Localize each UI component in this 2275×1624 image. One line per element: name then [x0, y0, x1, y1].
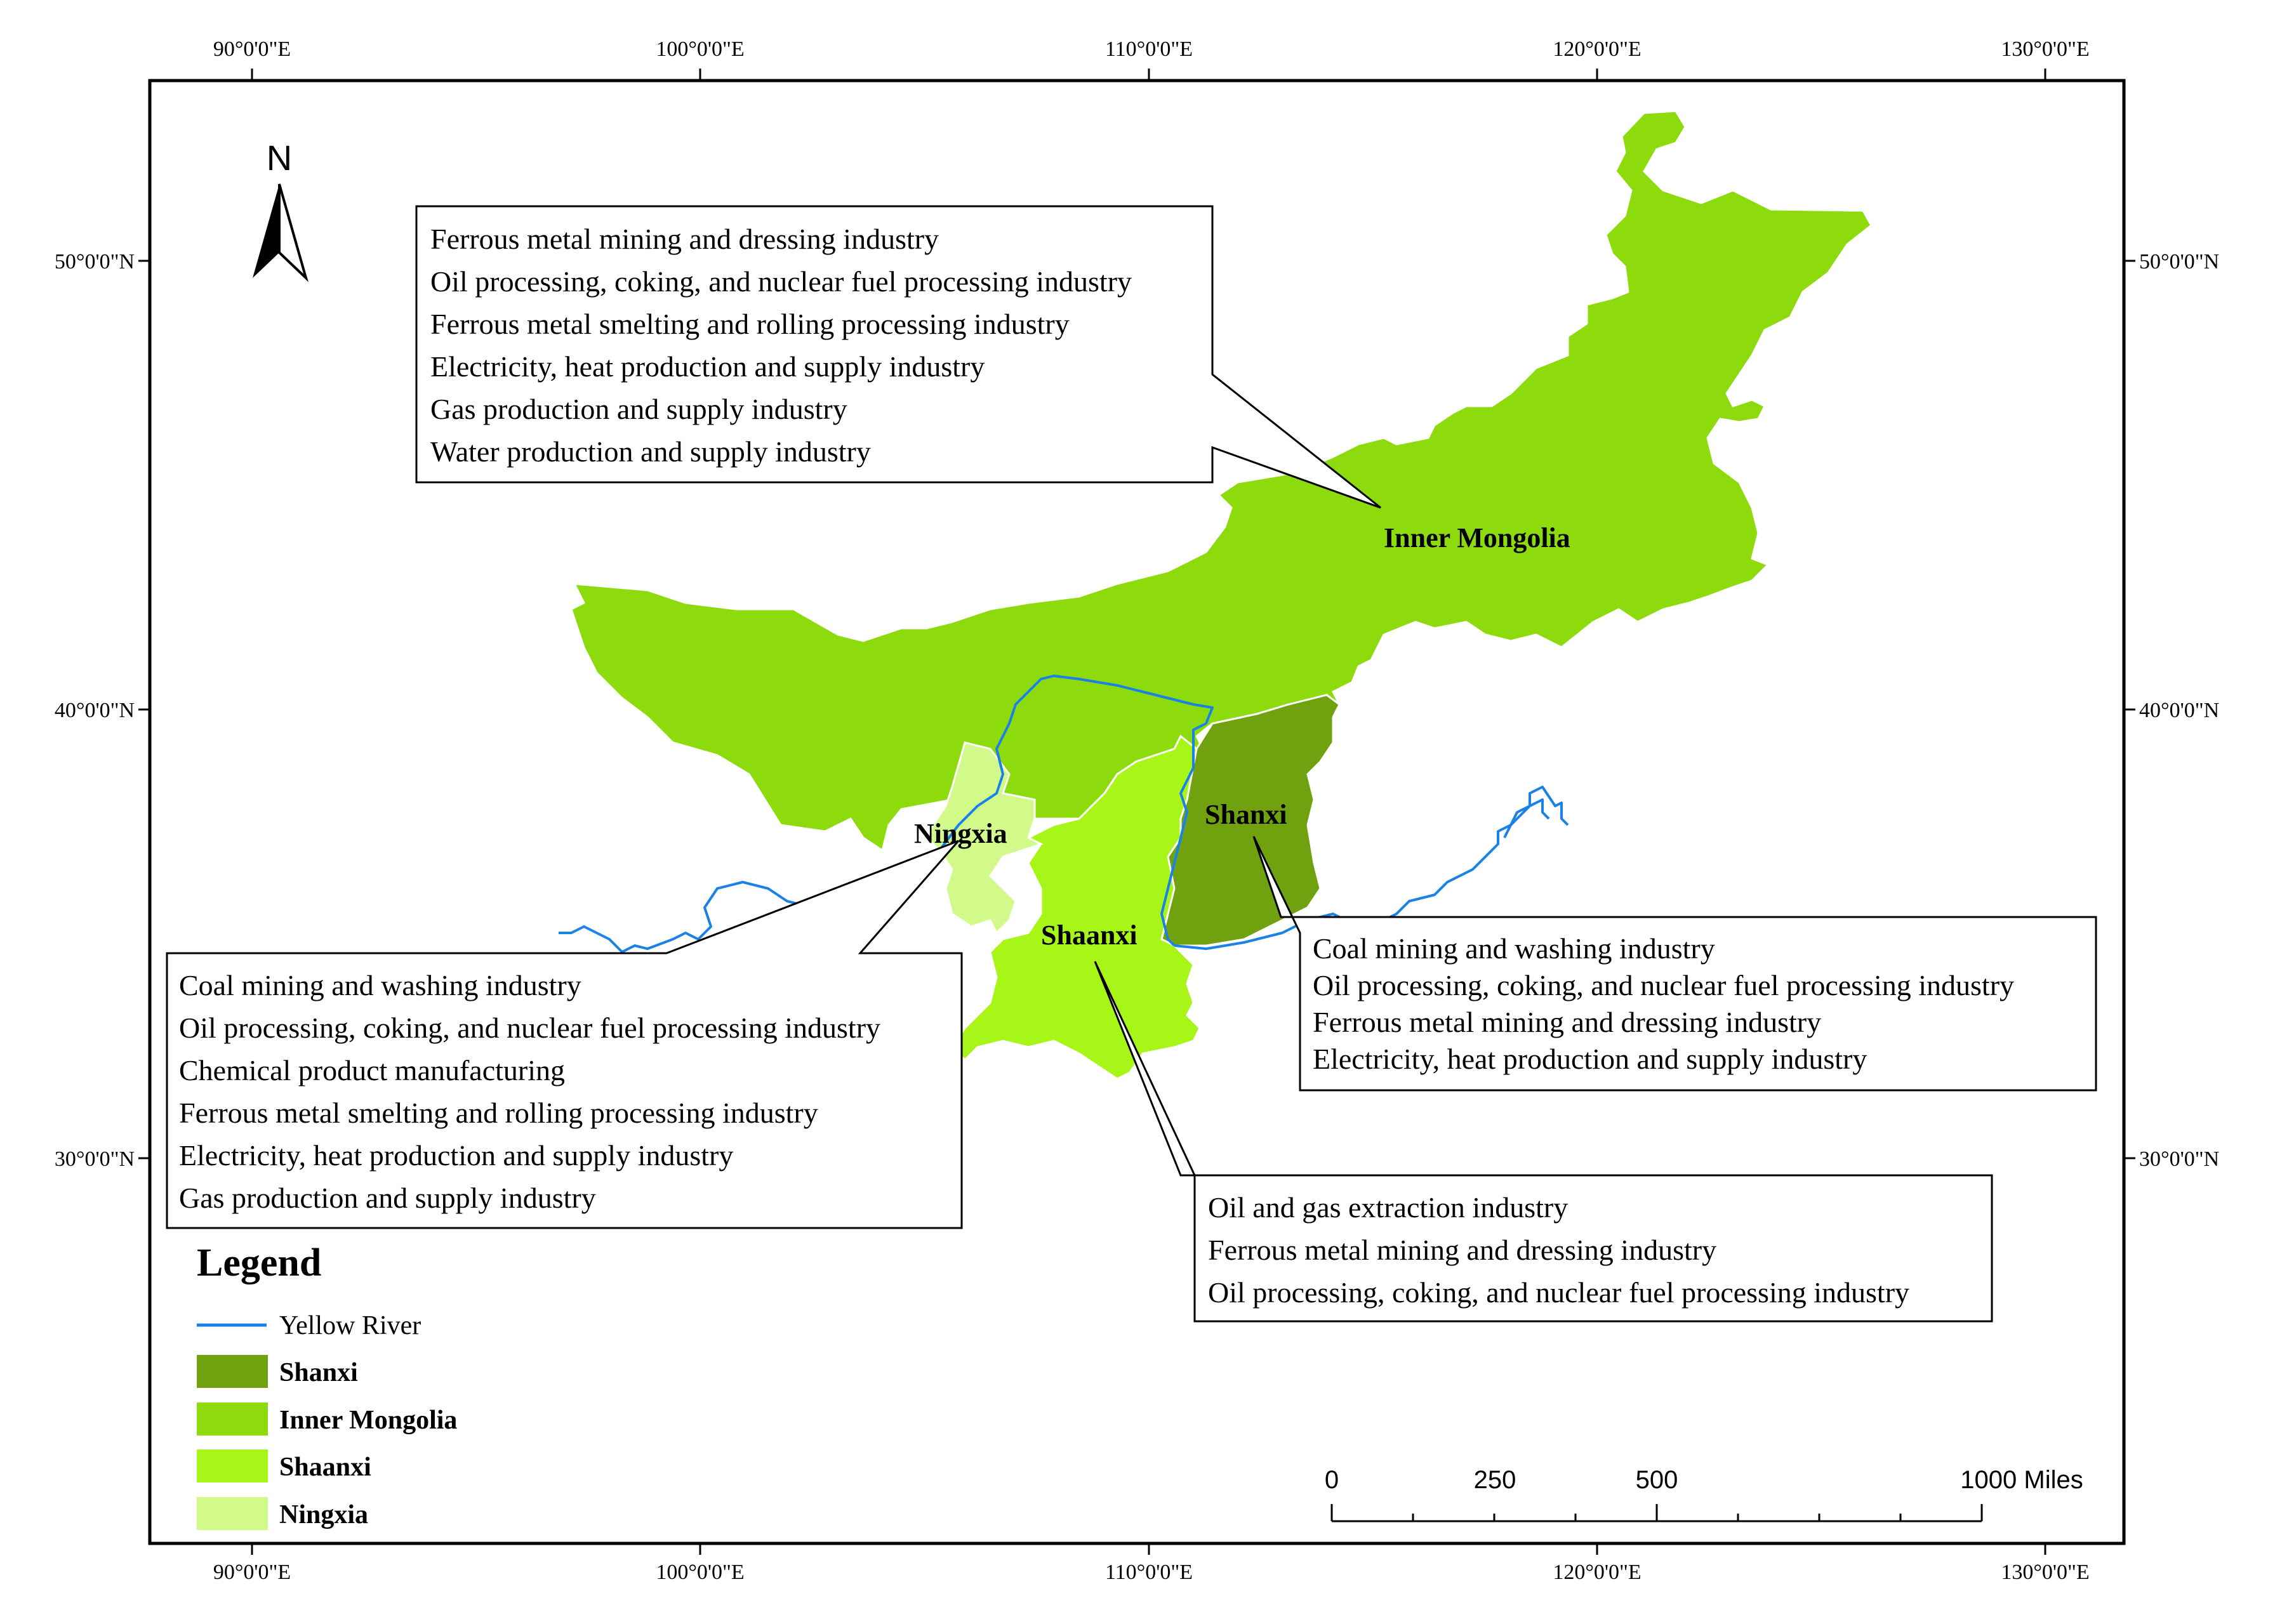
regions: [570, 110, 1873, 1080]
scale-label-250: 250: [1474, 1466, 1516, 1494]
legend: Legend Yellow River Shanxi Inner Mongoli…: [197, 1241, 457, 1530]
lat-label-right-30: 30°0'0"N: [2139, 1147, 2219, 1171]
lon-label-bottom-90: 90°0'0"E: [213, 1561, 291, 1584]
lon-label-top-110: 110°0'0"E: [1105, 37, 1193, 61]
callout-line: Water production and supply industry: [430, 435, 871, 468]
scale-label-1000: 1000 Miles: [1960, 1466, 2083, 1494]
scale-bar: 0 250 500 1000 Miles: [1325, 1466, 2083, 1522]
callout-line: Ferrous metal mining and dressing indust…: [430, 223, 939, 255]
legend-swatch-ningxia: [197, 1497, 268, 1530]
legend-swatch-shaanxi: [197, 1449, 268, 1482]
north-arrow-icon: N: [253, 138, 308, 282]
region-label-ningxia: Ningxia: [914, 818, 1007, 849]
callout-line: Ferrous metal smelting and rolling proce…: [179, 1097, 818, 1129]
callout-line: Ferrous metal mining and dressing indust…: [1313, 1006, 1821, 1038]
callout-line: Oil processing, coking, and nuclear fuel…: [1313, 969, 2014, 1001]
lon-label-bottom-130: 130°0'0"E: [2001, 1561, 2089, 1584]
region-label-shaanxi: Shaanxi: [1041, 920, 1138, 951]
lat-label-left-40: 40°0'0"N: [55, 699, 135, 722]
callout-line: Ferrous metal mining and dressing indust…: [1208, 1234, 1716, 1266]
callout-line: Ferrous metal smelting and rolling proce…: [430, 308, 1070, 340]
lon-label-bottom-110: 110°0'0"E: [1105, 1561, 1193, 1584]
region-label-shanxi: Shanxi: [1205, 799, 1287, 830]
callout-line: Gas production and supply industry: [430, 393, 847, 425]
callout-line: Chemical product manufacturing: [179, 1054, 565, 1086]
legend-label-shaanxi: Shaanxi: [279, 1453, 371, 1482]
lon-label-top-130: 130°0'0"E: [2001, 37, 2089, 61]
scale-label-0: 0: [1325, 1466, 1339, 1494]
legend-title: Legend: [197, 1241, 321, 1284]
callout-line: Electricity, heat production and supply …: [179, 1139, 733, 1172]
callout-line: Oil and gas extraction industry: [1208, 1191, 1568, 1224]
region-label-inner-mongolia: Inner Mongolia: [1384, 522, 1570, 553]
callout-line: Electricity, heat production and supply …: [430, 350, 985, 383]
callout-line: Oil processing, coking, and nuclear fuel…: [179, 1012, 880, 1044]
legend-swatch-shanxi: [197, 1355, 268, 1388]
legend-label-ningxia: Ningxia: [279, 1500, 368, 1529]
callout-inner-mongolia: Ferrous metal mining and dressing indust…: [415, 205, 1381, 509]
lon-label-bottom-100: 100°0'0"E: [656, 1561, 744, 1584]
lat-label-right-40: 40°0'0"N: [2139, 699, 2219, 722]
callout-shanxi: Coal mining and washing industry Oil pro…: [1252, 836, 2097, 1092]
callout-ningxia: Coal mining and washing industry Oil pro…: [166, 840, 963, 1229]
graticule: 90°0'0"E 100°0'0"E 110°0'0"E 120°0'0"E 1…: [55, 37, 2219, 1584]
region-ningxia[interactable]: [925, 741, 1044, 935]
callout-line: Oil processing, coking, and nuclear fuel…: [430, 265, 1132, 298]
callout-line: Coal mining and washing industry: [179, 969, 581, 1001]
callout-line: Gas production and supply industry: [179, 1182, 596, 1214]
lat-label-left-50: 50°0'0"N: [55, 250, 135, 274]
lat-label-left-30: 30°0'0"N: [55, 1147, 135, 1171]
callout-line: Oil processing, coking, and nuclear fuel…: [1208, 1276, 1909, 1309]
lon-label-top-100: 100°0'0"E: [656, 37, 744, 61]
callout-shaanxi: Oil and gas extraction industry Ferrous …: [1094, 961, 1993, 1323]
lon-label-top-120: 120°0'0"E: [1553, 37, 1641, 61]
legend-label-inner-mongolia: Inner Mongolia: [279, 1406, 457, 1435]
legend-swatch-inner-mongolia: [197, 1403, 268, 1436]
north-arrow-label: N: [267, 138, 292, 178]
lon-label-top-90: 90°0'0"E: [213, 37, 291, 61]
callout-line: Coal mining and washing industry: [1313, 932, 1715, 965]
lon-label-bottom-120: 120°0'0"E: [1553, 1561, 1641, 1584]
lat-label-right-50: 50°0'0"N: [2139, 250, 2219, 274]
legend-label-shanxi: Shanxi: [279, 1358, 358, 1387]
legend-river-label: Yellow River: [279, 1311, 421, 1340]
callout-line: Electricity, heat production and supply …: [1313, 1043, 1867, 1075]
scale-label-500: 500: [1636, 1466, 1678, 1494]
